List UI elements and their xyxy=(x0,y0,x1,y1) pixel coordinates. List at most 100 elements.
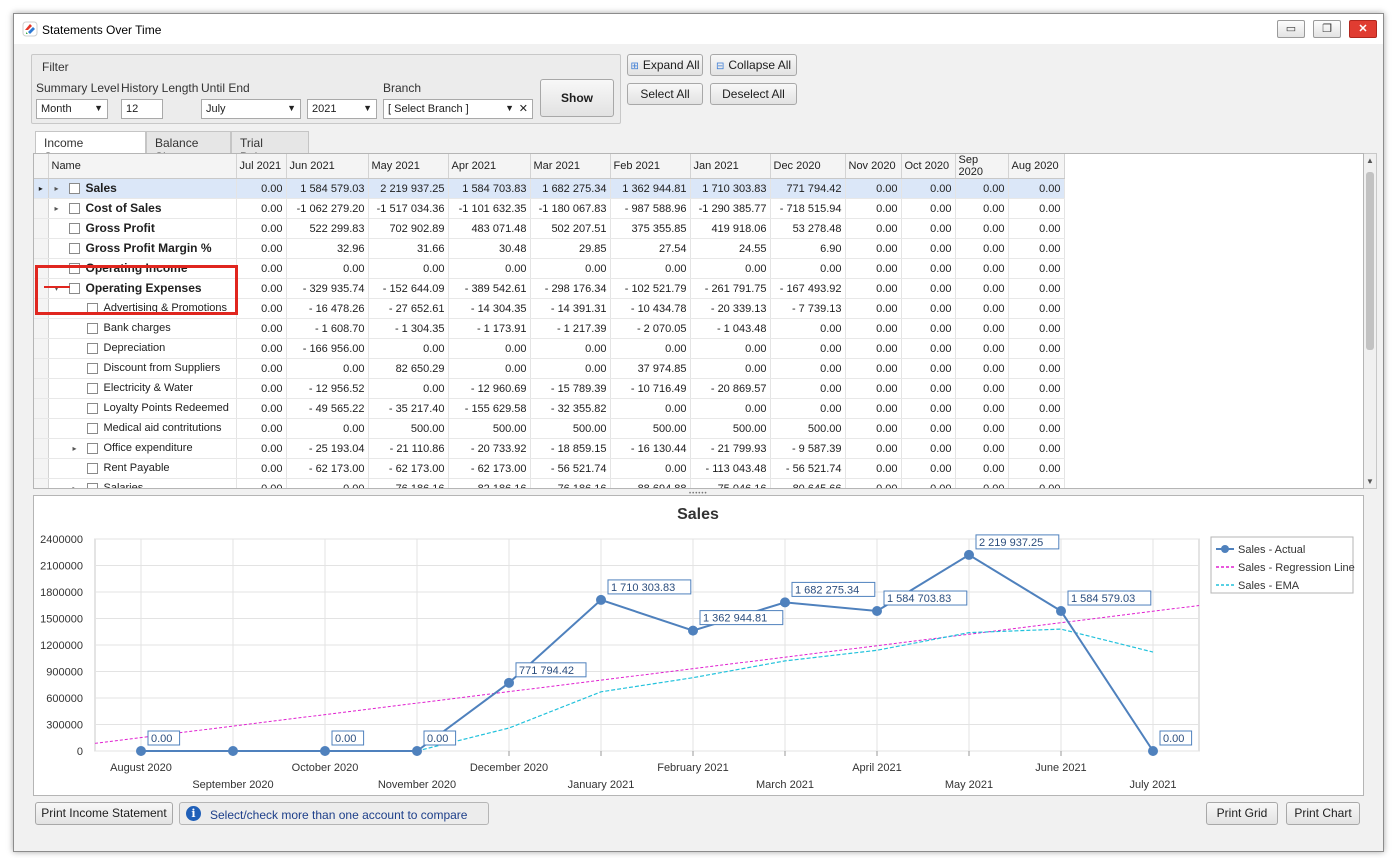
expand-all-button[interactable]: ⊞ Expand All xyxy=(627,54,703,76)
row-checkbox[interactable] xyxy=(86,463,98,474)
value-cell[interactable]: - 166 956.00 xyxy=(286,338,369,359)
value-cell[interactable]: 0.00 xyxy=(1008,178,1065,199)
value-cell[interactable]: - 49 565.22 xyxy=(286,398,369,419)
value-cell[interactable]: - 7 739.13 xyxy=(770,298,846,319)
value-cell[interactable]: 0.00 xyxy=(236,358,287,379)
value-cell[interactable]: -1 180 067.83 xyxy=(530,198,611,219)
value-cell[interactable]: 0.00 xyxy=(236,258,287,279)
value-cell[interactable]: - 329 935.74 xyxy=(286,278,369,299)
value-cell[interactable]: 500.00 xyxy=(530,418,611,439)
row-checkbox[interactable] xyxy=(68,243,80,254)
value-cell[interactable]: 0.00 xyxy=(901,438,956,459)
value-cell[interactable]: 0.00 xyxy=(236,278,287,299)
value-cell[interactable]: 0.00 xyxy=(845,358,902,379)
value-cell[interactable]: 0.00 xyxy=(901,318,956,339)
value-cell[interactable]: 0.00 xyxy=(448,258,531,279)
value-cell[interactable]: 0.00 xyxy=(1008,438,1065,459)
value-cell[interactable]: 0.00 xyxy=(770,378,846,399)
value-cell[interactable]: 771 794.42 xyxy=(770,178,846,199)
value-cell[interactable]: 0.00 xyxy=(690,338,771,359)
row-checkbox[interactable] xyxy=(68,223,80,234)
value-cell[interactable]: 29.85 xyxy=(530,238,611,259)
value-cell[interactable]: 0.00 xyxy=(236,418,287,439)
value-cell[interactable]: - 16 478.26 xyxy=(286,298,369,319)
value-cell[interactable]: 0.00 xyxy=(1008,398,1065,419)
select-all-button[interactable]: Select All xyxy=(627,83,703,105)
value-cell[interactable]: 0.00 xyxy=(1008,258,1065,279)
value-cell[interactable]: 0.00 xyxy=(368,258,449,279)
value-cell[interactable]: 0.00 xyxy=(901,218,956,239)
value-cell[interactable]: 0.00 xyxy=(955,338,1009,359)
value-cell[interactable]: 0.00 xyxy=(236,458,287,479)
table-row[interactable]: Rent Payable 0.00- 62 173.00- 62 173.00- … xyxy=(34,458,1065,479)
collapse-arrow-icon[interactable]: ▾ xyxy=(54,284,59,293)
scroll-down-icon[interactable]: ▼ xyxy=(1366,477,1374,486)
value-cell[interactable]: - 12 956.52 xyxy=(286,378,369,399)
value-cell[interactable]: - 113 043.48 xyxy=(690,458,771,479)
value-cell[interactable]: 0.00 xyxy=(236,238,287,259)
print-grid-button[interactable]: Print Grid xyxy=(1206,802,1278,825)
value-cell[interactable]: 0.00 xyxy=(901,358,956,379)
value-cell[interactable]: 0.00 xyxy=(610,338,691,359)
column-header-9[interactable]: Oct 2020 xyxy=(901,154,956,179)
expand-arrow-icon[interactable]: ▸ xyxy=(72,484,77,489)
column-header-5[interactable]: Feb 2021 xyxy=(610,154,691,179)
maximize-button[interactable]: ❐ xyxy=(1313,20,1341,38)
value-cell[interactable]: 0.00 xyxy=(690,398,771,419)
value-cell[interactable]: - 25 193.04 xyxy=(286,438,369,459)
value-cell[interactable]: 0.00 xyxy=(955,458,1009,479)
column-header-name[interactable]: Name xyxy=(48,154,237,179)
value-cell[interactable]: - 14 391.31 xyxy=(530,298,611,319)
column-header-4[interactable]: Mar 2021 xyxy=(530,154,611,179)
column-header-6[interactable]: Jan 2021 xyxy=(690,154,771,179)
value-cell[interactable]: 0.00 xyxy=(1008,478,1065,488)
value-cell[interactable]: 0.00 xyxy=(955,318,1009,339)
value-cell[interactable]: - 20 733.92 xyxy=(448,438,531,459)
table-row[interactable]: Gross Profit 0.00 522 299.83 702 902.89 483 … xyxy=(34,218,1065,239)
column-header-11[interactable]: Aug 2020 xyxy=(1008,154,1065,179)
value-cell[interactable]: -1 290 385.77 xyxy=(690,198,771,219)
value-cell[interactable]: 0.00 xyxy=(1008,198,1065,219)
value-cell[interactable]: - 1 608.70 xyxy=(286,318,369,339)
value-cell[interactable]: - 21 110.86 xyxy=(368,438,449,459)
row-checkbox[interactable] xyxy=(86,483,98,488)
value-cell[interactable]: 0.00 xyxy=(236,378,287,399)
value-cell[interactable]: 0.00 xyxy=(1008,458,1065,479)
until-end-month-select[interactable]: July ▼ xyxy=(201,99,301,119)
value-cell[interactable]: 0.00 xyxy=(955,358,1009,379)
value-cell[interactable]: 0.00 xyxy=(236,178,287,199)
value-cell[interactable]: - 62 173.00 xyxy=(286,458,369,479)
value-cell[interactable]: - 80 645.66 xyxy=(770,478,846,488)
value-cell[interactable]: - 9 587.39 xyxy=(770,438,846,459)
value-cell[interactable]: 0.00 xyxy=(770,338,846,359)
row-checkbox[interactable] xyxy=(68,203,80,214)
value-cell[interactable]: 0.00 xyxy=(845,238,902,259)
value-cell[interactable]: - 102 521.79 xyxy=(610,278,691,299)
expand-arrow-icon[interactable]: ▸ xyxy=(54,204,59,213)
value-cell[interactable]: 0.00 xyxy=(530,358,611,379)
value-cell[interactable]: - 1 043.48 xyxy=(690,318,771,339)
value-cell[interactable]: 0.00 xyxy=(845,458,902,479)
table-row[interactable]: Bank charges 0.00- 1 608.70- 1 304.35- 1 … xyxy=(34,318,1065,339)
value-cell[interactable]: 0.00 xyxy=(955,438,1009,459)
value-cell[interactable]: 1 584 703.83 xyxy=(448,178,531,199)
value-cell[interactable]: 0.00 xyxy=(236,398,287,419)
column-header-2[interactable]: May 2021 xyxy=(368,154,449,179)
value-cell[interactable]: 500.00 xyxy=(448,418,531,439)
value-cell[interactable]: 0.00 xyxy=(845,318,902,339)
value-cell[interactable]: - 15 789.39 xyxy=(530,378,611,399)
value-cell[interactable]: 0.00 xyxy=(901,258,956,279)
value-cell[interactable]: - 56 521.74 xyxy=(530,458,611,479)
value-cell[interactable]: 0.00 xyxy=(286,418,369,439)
column-header-1[interactable]: Jun 2021 xyxy=(286,154,369,179)
value-cell[interactable]: 702 902.89 xyxy=(368,218,449,239)
history-length-input[interactable]: 12 xyxy=(121,99,163,119)
value-cell[interactable]: 0.00 xyxy=(368,378,449,399)
value-cell[interactable]: - 21 799.93 xyxy=(690,438,771,459)
value-cell[interactable]: 0.00 xyxy=(1008,238,1065,259)
value-cell[interactable]: - 20 339.13 xyxy=(690,298,771,319)
tab-balance-sheet[interactable]: Balance Sheet xyxy=(146,131,231,164)
tab-income-statement[interactable]: Income Statement xyxy=(35,131,146,164)
value-cell[interactable]: 0.00 xyxy=(236,318,287,339)
scrollbar-thumb[interactable] xyxy=(1366,172,1374,350)
